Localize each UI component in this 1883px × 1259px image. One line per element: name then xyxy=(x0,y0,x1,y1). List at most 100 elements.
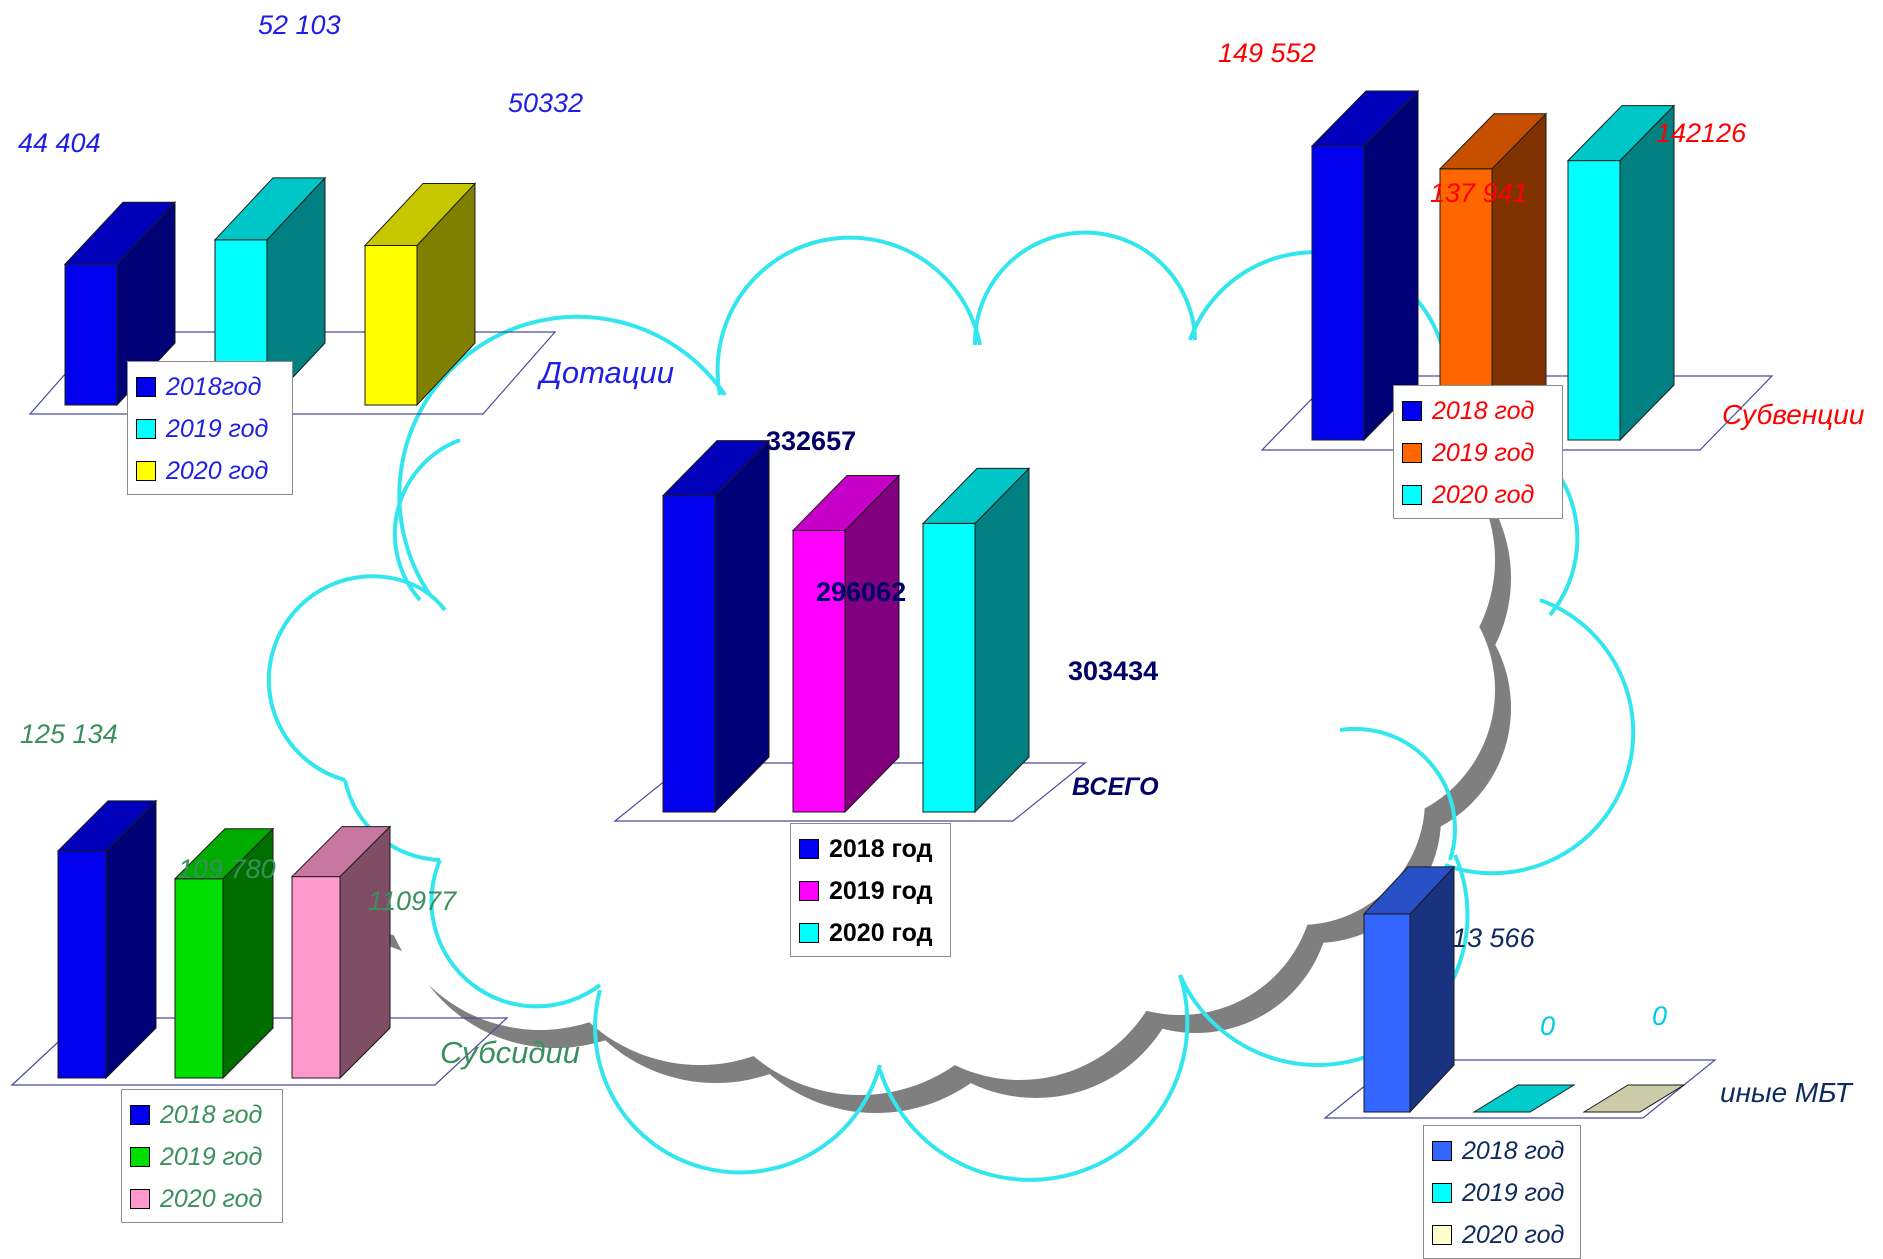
legend-swatch xyxy=(130,1189,150,1209)
legend-label: 2018 год xyxy=(829,834,933,863)
legend-swatch xyxy=(1432,1225,1452,1245)
legend-item: 2019 год xyxy=(136,408,284,450)
bar-front xyxy=(64,263,118,406)
legend-item: 2020 год xyxy=(799,912,942,954)
bar-inye-2 xyxy=(1472,1084,1576,1113)
bar-front xyxy=(57,850,107,1079)
legend-item: 2018 год xyxy=(1432,1130,1572,1172)
value-label: 125 134 xyxy=(20,719,118,749)
legend-swatch xyxy=(1432,1141,1452,1161)
bar-front xyxy=(291,876,341,1079)
legend-item: 2020 год xyxy=(1432,1214,1572,1256)
cloud-lobe xyxy=(430,430,890,890)
legend-swatch xyxy=(136,419,156,439)
value-label: 296062 xyxy=(816,577,906,607)
legend-item: 2018год xyxy=(136,366,284,408)
legend-subsidii: 2018 год 2019 год 2020 год xyxy=(121,1089,283,1223)
legend-item: 2019 год xyxy=(1432,1172,1572,1214)
bar-inye-3 xyxy=(1582,1084,1686,1113)
cloud-outline-arc xyxy=(399,578,447,612)
legend-item: 2019 год xyxy=(799,870,942,912)
bar-top xyxy=(1438,113,1548,170)
legend-label: 2019 год xyxy=(829,876,933,905)
bar-vsego-1 xyxy=(661,439,771,814)
bar-front xyxy=(922,522,976,813)
bar-subvencii-3 xyxy=(1566,104,1676,442)
legend-item: 2018 год xyxy=(799,828,942,870)
value-label: 137 941 xyxy=(1430,178,1528,208)
legend-item: 2019 год xyxy=(1402,432,1554,474)
legend-swatch xyxy=(799,881,819,901)
legend-swatch xyxy=(1402,401,1422,421)
legend-item: 2020 год xyxy=(1402,474,1554,516)
bar-front xyxy=(1363,913,1411,1113)
bar-side xyxy=(974,467,1030,814)
bar-top xyxy=(791,474,901,531)
value-label: 0 xyxy=(1540,1011,1555,1041)
legend-label: 2020 год xyxy=(1462,1220,1565,1249)
bar-dotacii-2 xyxy=(213,176,327,407)
legend-item: 2018 год xyxy=(130,1094,274,1136)
bar-top xyxy=(661,440,771,497)
bar-top xyxy=(1362,866,1456,915)
bar-side xyxy=(1619,104,1675,442)
cloud-outline-arc xyxy=(1444,598,1636,876)
legend-swatch xyxy=(1402,485,1422,505)
cloud-outline-arc xyxy=(593,989,882,1175)
cloud-outline-arc xyxy=(972,230,1197,346)
legend-swatch xyxy=(799,923,819,943)
bar-flat xyxy=(1472,1084,1576,1113)
legend-swatch xyxy=(136,377,156,397)
legend-swatch xyxy=(136,461,156,481)
bar-subsidii-3 xyxy=(290,825,392,1080)
value-label: 52 103 xyxy=(258,10,341,40)
bar-top xyxy=(921,467,1031,524)
value-label: 110977 xyxy=(368,886,457,916)
value-label: 44 404 xyxy=(18,128,101,158)
value-label: 109 780 xyxy=(178,854,276,884)
chart-title: ВСЕГО xyxy=(1072,773,1159,801)
bar-front xyxy=(174,878,224,1079)
bar-top xyxy=(1310,90,1420,147)
legend-label: 2020 год xyxy=(160,1184,263,1213)
bar-dotacii-1 xyxy=(63,200,177,407)
chart-title: иные МБТ xyxy=(1720,1077,1854,1108)
value-label: 50332 xyxy=(508,88,583,118)
legend-label: 2020 год xyxy=(829,918,933,947)
legend-label: 2018 год xyxy=(160,1100,263,1129)
chart-inye: 13 566 0 0 иные МБТ xyxy=(1323,865,1854,1119)
legend-label: 2019 год xyxy=(166,414,269,443)
bar-top xyxy=(56,800,158,852)
bar-front xyxy=(364,244,418,406)
legend-dotacii: 2018год 2019 год 2020 год xyxy=(127,361,293,495)
legend-inye: 2018 год 2019 год 2020 год xyxy=(1423,1125,1581,1259)
legend-swatch xyxy=(1402,443,1422,463)
legend-item: 2018 год xyxy=(1402,390,1554,432)
cloud-outline-arc xyxy=(429,859,602,1009)
bar-top xyxy=(1566,105,1676,162)
legend-item: 2020 год xyxy=(130,1178,274,1220)
legend-label: 2018 год xyxy=(1432,396,1535,425)
bar-dotacii-3 xyxy=(363,182,477,407)
bar-top xyxy=(213,177,327,241)
legend-label: 2019 год xyxy=(1462,1178,1565,1207)
bar-side xyxy=(844,474,900,814)
chart-title: Субвенции xyxy=(1722,399,1865,430)
bar-front xyxy=(662,495,716,813)
value-label: 142126 xyxy=(1656,118,1747,148)
chart-vsego: 332657 296062 303434 ВСЕГО xyxy=(613,426,1159,822)
bar-flat xyxy=(1582,1084,1686,1113)
legend-label: 2020 год xyxy=(166,456,269,485)
value-label: 0 xyxy=(1652,1001,1667,1031)
legend-label: 2020 год xyxy=(1432,480,1535,509)
bar-side xyxy=(714,439,770,814)
cloud-lobe xyxy=(840,410,1320,890)
chart-title: Дотации xyxy=(537,355,674,390)
legend-swatch xyxy=(799,839,819,859)
legend-swatch xyxy=(130,1147,150,1167)
legend-swatch xyxy=(1432,1183,1452,1203)
cloud-outline-arc xyxy=(878,974,1190,1182)
bar-front xyxy=(792,529,846,813)
bar-front xyxy=(1311,145,1365,441)
